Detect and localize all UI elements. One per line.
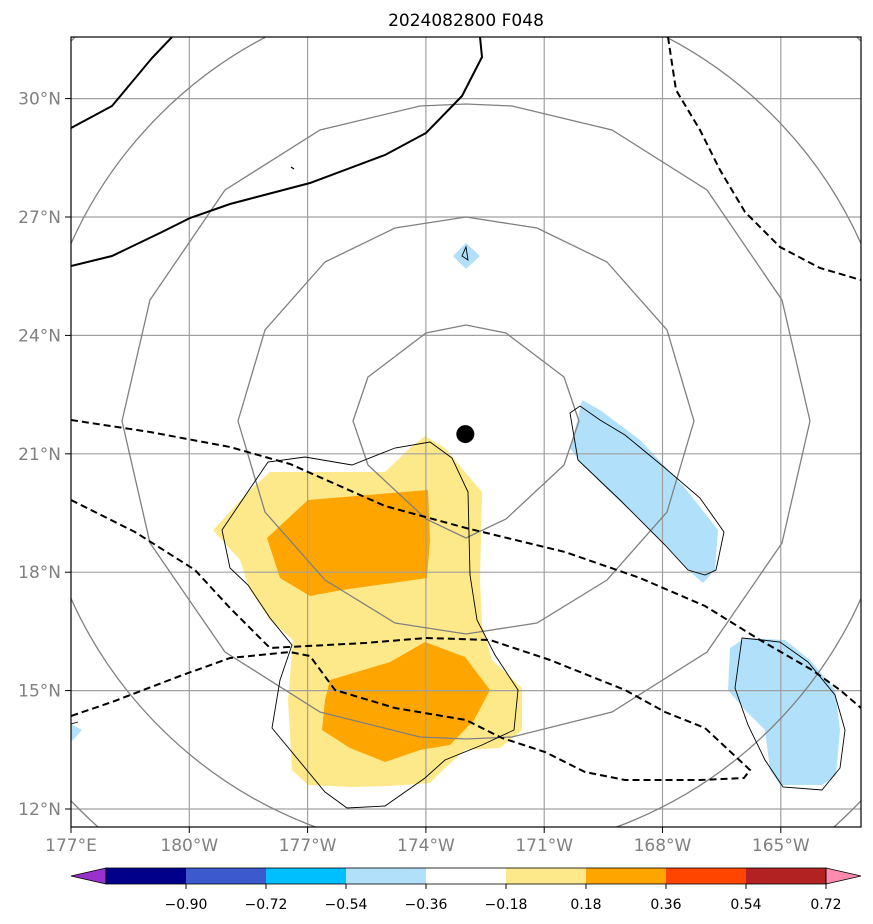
figure-title: 2024082800 F048 bbox=[388, 11, 544, 31]
range-ring-3 bbox=[121, 103, 811, 740]
colorbar-segment bbox=[426, 868, 506, 884]
solid-contour-lower bbox=[71, 37, 484, 267]
colorbar-label: −0.36 bbox=[405, 897, 448, 913]
solid-contour-upper bbox=[71, 37, 173, 129]
lon-label: 171°W bbox=[515, 836, 573, 856]
lat-label: 27°N bbox=[18, 208, 61, 228]
lat-label: 18°N bbox=[18, 563, 61, 583]
lon-label: 174°W bbox=[397, 836, 455, 856]
negative-anomaly-region-southeast bbox=[728, 638, 840, 785]
negative-anomaly-region-north bbox=[453, 243, 480, 269]
positive-anomaly-outline bbox=[221, 441, 519, 809]
colorbar-extend-max bbox=[825, 867, 862, 885]
negative-anomaly-outline-north bbox=[461, 245, 469, 261]
solid-contours bbox=[71, 37, 484, 267]
positive-anomaly-dark-region-south bbox=[322, 642, 490, 762]
negative-anomaly-region-corner bbox=[71, 724, 82, 742]
colorbar-segment bbox=[746, 868, 826, 884]
negative-anomaly-outline-corner bbox=[71, 721, 79, 725]
negative-anomaly-region-east bbox=[570, 400, 718, 583]
colorbar-segment bbox=[506, 868, 586, 884]
lon-label: 165°W bbox=[752, 836, 810, 856]
storm-center-marker bbox=[456, 425, 475, 444]
colorbar-extend-min bbox=[70, 867, 107, 885]
stray-dot bbox=[290, 166, 295, 170]
colorbar-label: 0.18 bbox=[570, 897, 601, 913]
colorbar-label: −0.54 bbox=[325, 897, 368, 913]
colorbar-segment bbox=[666, 868, 746, 884]
lon-label: 177°E bbox=[45, 836, 97, 856]
colorbar-segments bbox=[70, 867, 862, 885]
lat-label: 21°N bbox=[18, 445, 61, 465]
axis-ticks: 30°N 27°N 24°N 21°N 18°N 15°N 12°N 177°E 180°W 17… bbox=[18, 90, 810, 856]
range-ring-2 bbox=[237, 216, 695, 635]
colorbar-segment bbox=[266, 868, 346, 884]
lat-label: 24°N bbox=[18, 326, 61, 346]
colorbar-label: −0.90 bbox=[165, 897, 208, 913]
colorbar-label: −0.72 bbox=[245, 897, 288, 913]
lon-label: 180°W bbox=[160, 836, 218, 856]
colorbar-label: −0.18 bbox=[485, 897, 528, 913]
colorbar: −0.90 −0.72 −0.54 −0.36 −0.18 0.18 0.36 0.54 0.7… bbox=[70, 867, 862, 913]
colorbar-label: 0.36 bbox=[650, 897, 681, 913]
lat-label: 12°N bbox=[18, 800, 61, 820]
colorbar-segment bbox=[346, 868, 426, 884]
colorbar-label: 0.72 bbox=[810, 897, 841, 913]
colorbar-segment bbox=[586, 868, 666, 884]
colorbar-labels: −0.90 −0.72 −0.54 −0.36 −0.18 0.18 0.36 0.54 0.7… bbox=[165, 884, 842, 913]
map-frame bbox=[70, 36, 862, 828]
lat-label: 15°N bbox=[18, 682, 61, 702]
gridlines bbox=[71, 37, 861, 827]
negative-anomaly-outline-east bbox=[569, 405, 725, 576]
lat-label: 30°N bbox=[18, 90, 61, 110]
colorbar-label: 0.54 bbox=[730, 897, 761, 913]
dashed-contours bbox=[71, 37, 861, 781]
colorbar-segment bbox=[106, 868, 186, 884]
lon-label: 168°W bbox=[634, 836, 692, 856]
lon-label: 177°W bbox=[279, 836, 337, 856]
range-ring-1 bbox=[352, 324, 580, 539]
colorbar-frame bbox=[105, 867, 827, 885]
dashed-contour-2 bbox=[71, 499, 752, 781]
dashed-contour-3 bbox=[667, 37, 861, 281]
colorbar-segment bbox=[186, 868, 266, 884]
